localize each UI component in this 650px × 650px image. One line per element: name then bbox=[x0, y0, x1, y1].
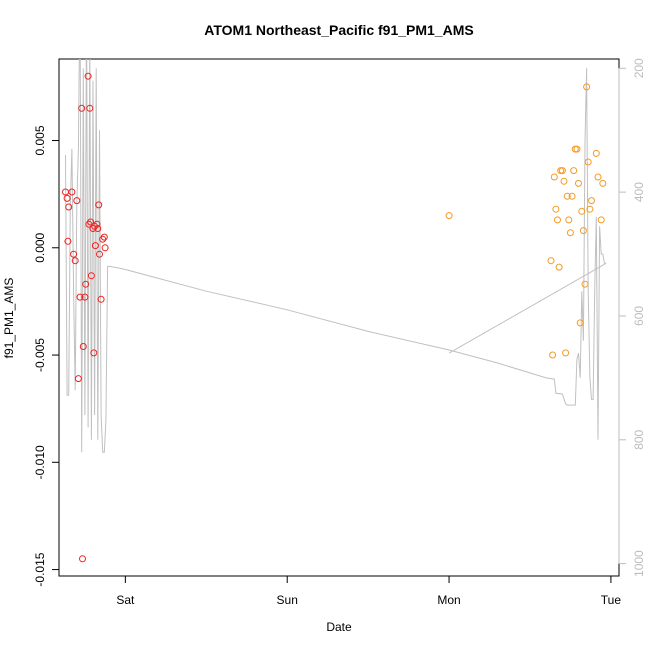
data-point-s0-3 bbox=[65, 203, 73, 211]
y-tick-label-4: -0.015 bbox=[33, 552, 47, 586]
data-point-s0-2 bbox=[64, 237, 72, 245]
altitude-line-0 bbox=[65, 59, 607, 453]
data-point-s0-9 bbox=[76, 293, 84, 301]
data-point-s2-7 bbox=[558, 167, 566, 175]
y2-tick-label-3: 800 bbox=[632, 429, 646, 449]
x-axis-label: Date bbox=[326, 620, 352, 634]
plot-layer: Sat Sun Mon Tue 0.005 0.000 -0.005 -0.010 -0.015… bbox=[33, 58, 646, 607]
data-point-s0-1 bbox=[63, 194, 71, 202]
data-point-s0-10 bbox=[78, 104, 86, 112]
data-point-s0-7 bbox=[73, 197, 81, 205]
y2-tick-label-4: 1000 bbox=[632, 550, 646, 577]
data-point-s2-24 bbox=[586, 205, 594, 213]
data-point-s2-14 bbox=[570, 167, 578, 175]
data-point-s2-27 bbox=[594, 173, 602, 181]
data-point-s0-23 bbox=[91, 242, 99, 250]
data-point-s2-21 bbox=[581, 280, 589, 288]
data-point-s2-28 bbox=[597, 216, 605, 224]
data-point-s0-6 bbox=[71, 257, 79, 265]
data-point-s0-29 bbox=[99, 235, 107, 243]
data-point-s2-25 bbox=[588, 197, 595, 205]
data-point-s2-19 bbox=[578, 207, 586, 215]
data-point-s0-11 bbox=[79, 555, 86, 563]
chart-title: ATOM1 Northeast_Pacific f91_PM1_AMS bbox=[204, 22, 473, 38]
data-point-s0-21 bbox=[90, 349, 98, 357]
data-point-s0-14 bbox=[82, 280, 90, 288]
data-point-s2-5 bbox=[555, 263, 563, 271]
y-tick-label-2: -0.005 bbox=[33, 338, 47, 372]
x-tick-label-Sat: Sat bbox=[116, 593, 135, 607]
y2-tick-label-1: 400 bbox=[632, 182, 646, 202]
data-point-s0-8 bbox=[74, 375, 82, 383]
data-point-s0-25 bbox=[94, 225, 102, 232]
data-point-s2-12 bbox=[566, 229, 574, 237]
data-point-s2-23 bbox=[584, 158, 592, 166]
data-point-s2-8 bbox=[560, 177, 568, 185]
x-tick-label-Tue: Tue bbox=[601, 593, 622, 607]
data-point-s0-26 bbox=[95, 201, 103, 209]
data-point-s0-27 bbox=[96, 250, 103, 258]
data-point-s0-19 bbox=[87, 272, 95, 280]
data-point-s2-16 bbox=[573, 145, 581, 153]
y-tick-label-1: 0.000 bbox=[33, 232, 47, 262]
data-point-s2-2 bbox=[550, 173, 558, 181]
data-point-s0-24 bbox=[93, 220, 101, 228]
plot-area-frame bbox=[58, 58, 620, 577]
data-point-s2-22 bbox=[583, 83, 591, 91]
data-point-s0-5 bbox=[70, 250, 78, 258]
data-point-s0-15 bbox=[84, 72, 92, 80]
data-point-s0-28 bbox=[97, 295, 105, 303]
data-point-s2-26 bbox=[592, 149, 600, 157]
data-point-s0-20 bbox=[89, 225, 97, 232]
data-point-s2-10 bbox=[563, 192, 571, 200]
y-axis-label: f91_PM1_AMS bbox=[2, 278, 16, 359]
altitude-line-1 bbox=[448, 262, 607, 354]
data-point-s2-18 bbox=[576, 319, 584, 327]
data-point-s2-1 bbox=[549, 351, 557, 359]
data-point-s0-18 bbox=[87, 218, 95, 226]
data-point-s2-29 bbox=[599, 179, 607, 187]
data-point-s0-4 bbox=[68, 188, 76, 196]
data-point-s2-4 bbox=[554, 216, 561, 224]
data-point-s0-30 bbox=[100, 233, 108, 241]
data-point-s2-13 bbox=[568, 192, 576, 200]
data-point-s2-0 bbox=[547, 257, 555, 265]
y-tick-label-0: 0.005 bbox=[33, 125, 47, 155]
x-tick-label-Sun: Sun bbox=[277, 593, 298, 607]
y2-tick-label-0: 200 bbox=[632, 58, 646, 78]
x-tick-label-Mon: Mon bbox=[437, 593, 460, 607]
data-point-s0-12 bbox=[79, 343, 87, 350]
data-point-s0-31 bbox=[101, 244, 109, 252]
y-tick-label-3: -0.010 bbox=[33, 445, 47, 479]
data-point-s2-20 bbox=[579, 227, 587, 235]
data-point-s1-0 bbox=[445, 212, 453, 220]
data-point-s2-9 bbox=[562, 349, 570, 357]
data-point-s2-11 bbox=[565, 216, 573, 224]
data-point-s0-13 bbox=[81, 293, 89, 301]
y2-tick-label-2: 600 bbox=[632, 306, 646, 326]
data-point-s0-17 bbox=[86, 104, 94, 112]
data-point-s2-17 bbox=[575, 179, 582, 187]
data-point-s2-3 bbox=[552, 205, 560, 213]
